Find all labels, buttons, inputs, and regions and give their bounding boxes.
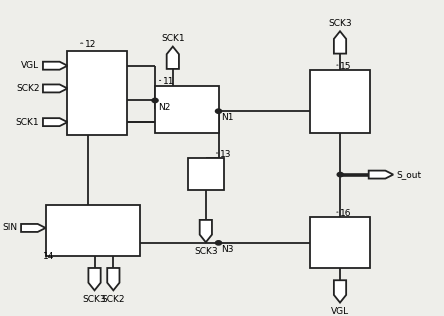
Polygon shape — [43, 118, 67, 126]
Bar — [46, 205, 140, 256]
Text: SCK3: SCK3 — [328, 19, 352, 27]
Polygon shape — [334, 280, 346, 303]
Bar — [310, 70, 369, 133]
Bar — [188, 158, 224, 190]
Bar — [67, 51, 127, 135]
Text: SCK2: SCK2 — [16, 84, 40, 93]
Text: 11: 11 — [163, 77, 174, 86]
Circle shape — [215, 109, 222, 113]
Text: VGL: VGL — [331, 307, 349, 316]
Circle shape — [337, 173, 343, 177]
Text: SCK1: SCK1 — [161, 34, 185, 43]
Polygon shape — [166, 46, 179, 69]
Bar — [155, 86, 218, 133]
Text: N1: N1 — [221, 113, 233, 122]
Polygon shape — [21, 224, 46, 232]
Text: S_out: S_out — [397, 170, 422, 179]
Circle shape — [152, 98, 158, 103]
Polygon shape — [43, 62, 67, 70]
Polygon shape — [369, 171, 393, 179]
Polygon shape — [334, 31, 346, 54]
Bar — [310, 217, 369, 268]
Circle shape — [215, 241, 222, 245]
Text: SCK1: SCK1 — [16, 118, 40, 127]
Polygon shape — [43, 84, 67, 92]
Text: 14: 14 — [44, 252, 55, 261]
Text: 16: 16 — [340, 209, 352, 218]
Text: 13: 13 — [220, 149, 231, 159]
Polygon shape — [200, 220, 212, 242]
Polygon shape — [88, 268, 101, 290]
Text: 12: 12 — [85, 40, 96, 49]
Text: VGL: VGL — [21, 61, 40, 70]
Text: 15: 15 — [340, 62, 352, 70]
Text: SCK3: SCK3 — [194, 247, 218, 256]
Text: SCK2: SCK2 — [102, 295, 125, 304]
Text: N3: N3 — [221, 245, 233, 254]
Text: SCK3: SCK3 — [83, 295, 107, 304]
Text: N2: N2 — [159, 103, 171, 112]
Text: SIN: SIN — [2, 223, 18, 233]
Polygon shape — [107, 268, 119, 290]
